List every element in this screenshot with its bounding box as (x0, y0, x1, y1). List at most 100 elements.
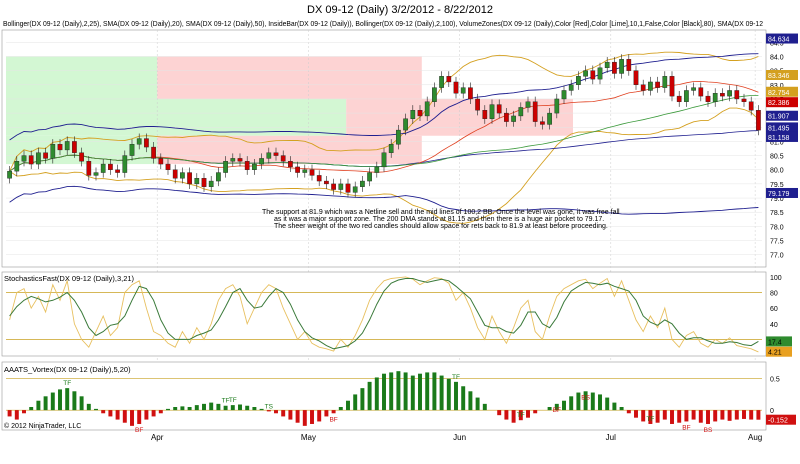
copyright: © 2012 NinjaTrader, LLC (4, 422, 81, 430)
annotation-line-1: The support at 81.9 which was a Netline … (262, 209, 620, 216)
price-tick-label: 84.5 (770, 40, 784, 47)
price-tag-label: 82.754 (768, 90, 790, 97)
candle-body (381, 152, 387, 168)
annotation-text: The support at 81.9 which was a Netline … (262, 209, 620, 230)
candle-body (655, 81, 660, 88)
vortex-signal-marker: TS (265, 403, 274, 410)
price-tag-label: 79.179 (768, 191, 790, 198)
candle-body (244, 161, 250, 170)
candle-body (453, 81, 459, 94)
candle-body (561, 90, 567, 100)
candle-body (237, 158, 243, 162)
candle-body (439, 76, 444, 88)
candle-body (712, 93, 718, 102)
candle-body (129, 144, 135, 156)
candle-body (50, 144, 56, 159)
candle-body (597, 67, 603, 80)
vortex-signal-marker: TF (517, 412, 525, 419)
stochastics-tag-label: 4.21 (768, 350, 782, 357)
candle-body (64, 141, 70, 151)
candle-body (511, 115, 516, 122)
vortex-tags: -0.152 (766, 414, 796, 425)
candle-body (698, 87, 704, 97)
volume-zone-bear (157, 56, 422, 99)
price-tick-label: 80.0 (770, 168, 784, 175)
price-tick-label: 83.0 (770, 83, 784, 90)
candle-body (648, 81, 653, 91)
bollinger-25-lower (9, 107, 759, 224)
candle-body (136, 138, 142, 145)
stochastics-panel[interactable]: StochasticsFast(DX 09-12 (Daily),3,21) 2… (1, 271, 792, 357)
price-tag-label: 83.346 (768, 73, 790, 80)
candle-body (288, 161, 293, 168)
candle-body (741, 98, 747, 102)
price-tick-label: 77.0 (770, 253, 784, 260)
vortex-tick-label: 0 (770, 408, 774, 415)
vortex-signal-marker: BS (581, 394, 590, 401)
price-tag-box (766, 187, 798, 198)
annotation-line-2: as it was a major support zone. The 200 … (274, 216, 604, 223)
vortex-signal-marker: BF (329, 416, 337, 423)
candle-body (93, 172, 99, 176)
candle-body (410, 110, 416, 119)
price-tick-label: 79.0 (770, 196, 784, 203)
candle-body (633, 70, 639, 85)
candle-body (100, 163, 106, 173)
candle-body (532, 101, 538, 122)
bollinger-100-lower (9, 185, 759, 215)
x-tick-label: May (301, 433, 316, 442)
candle-body (619, 59, 624, 74)
stochastics-k-line (9, 276, 759, 353)
candle-body (626, 59, 632, 71)
candle-body (7, 170, 12, 179)
candle-body (302, 169, 308, 173)
stochastics-tag-label: 17.4 (768, 339, 782, 346)
candle-body (144, 138, 149, 148)
stochastics-tag-box (766, 346, 792, 357)
candle-body (518, 107, 524, 117)
vortex-signal-marker: BF (682, 424, 690, 431)
vortex-label: AAATS_Vortex(DX 09-12 (Daily),5,20) (4, 365, 131, 374)
price-tick-label: 78.0 (770, 224, 784, 231)
candle-body (583, 70, 588, 77)
vortex-signal-marker: TF (229, 397, 237, 404)
candle-body (468, 87, 473, 100)
candle-body (108, 163, 113, 170)
candle-body (216, 172, 221, 182)
vortex-tick-label: 0.5 (770, 377, 780, 384)
candle-body (28, 155, 34, 165)
candle-body (187, 172, 192, 185)
price-gridlines (6, 42, 762, 255)
candle-body (568, 84, 574, 91)
candle-body (496, 104, 502, 114)
stochastics-tick-label: 40 (770, 322, 778, 329)
volume-zone-bull (6, 56, 158, 99)
candle-body (165, 163, 171, 170)
candle-body (590, 70, 596, 80)
candle-body (273, 152, 279, 156)
stochastics-d-line (9, 278, 759, 350)
price-tag-box (766, 69, 798, 80)
x-tick-label: Aug (748, 433, 762, 442)
candle-body (266, 152, 272, 159)
candle-body (662, 76, 668, 88)
stochastics-axis: 20406080100 (770, 275, 782, 344)
vortex-signal-marker: TF (646, 416, 654, 423)
candle-body (691, 87, 696, 91)
candle-body (705, 95, 711, 102)
stochastics-tick-label: 60 (770, 306, 778, 313)
vortex-signal-marker: TF (452, 374, 460, 381)
candle-body (482, 110, 488, 119)
candle-body (21, 155, 27, 162)
vortex-panel[interactable]: AAATS_Vortex(DX 09-12 (Daily),5,20) TF TF… (1, 361, 796, 434)
x-tick-label: Apr (151, 433, 164, 442)
candle-body (424, 101, 430, 117)
candle-body (676, 95, 682, 102)
candle-body (295, 166, 300, 173)
candle-body (604, 61, 610, 69)
candle-body (309, 169, 315, 176)
vortex-axis: 0.50 (770, 377, 780, 415)
candles (7, 54, 761, 198)
candle-body (612, 61, 617, 74)
